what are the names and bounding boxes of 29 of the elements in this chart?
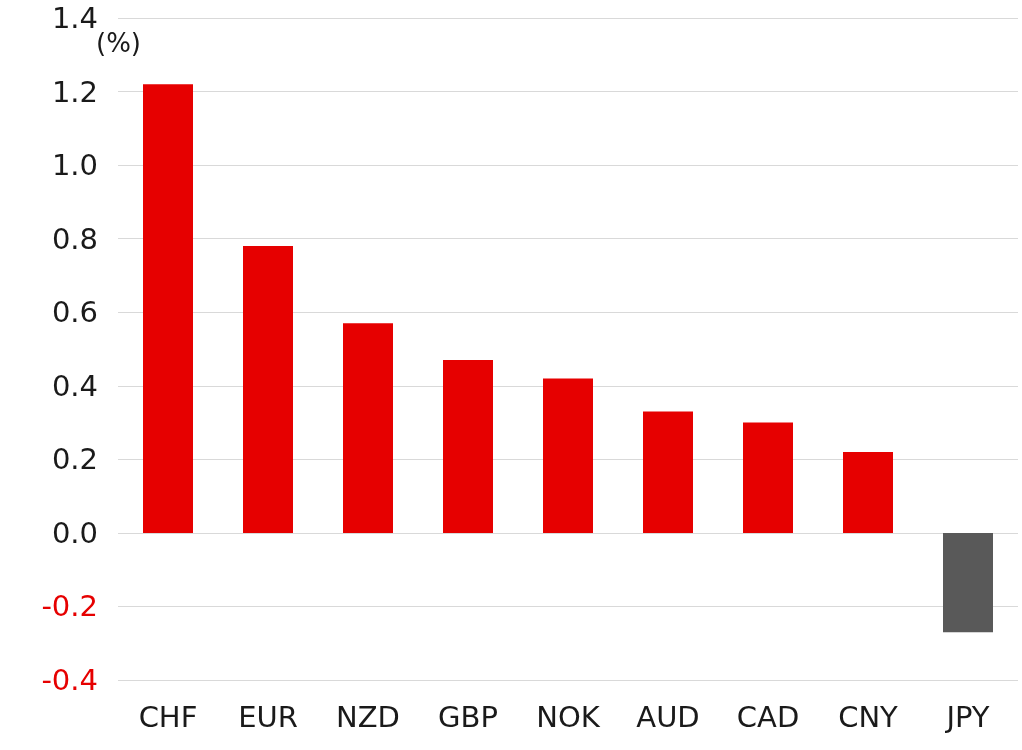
bar xyxy=(843,451,893,533)
y-tick-label: 1.0 xyxy=(51,148,98,183)
bar xyxy=(243,246,293,533)
y-tick-label: 0.8 xyxy=(51,221,98,256)
x-tick-label: NOK xyxy=(536,699,601,734)
y-tick-label: 1.4 xyxy=(51,1,98,35)
x-tick-label: GBP xyxy=(438,699,498,734)
bar xyxy=(943,532,993,633)
y-tick-label: -0.2 xyxy=(41,589,98,624)
y-tick-label: 0.4 xyxy=(51,368,98,403)
y-tick-label: -0.4 xyxy=(41,663,98,697)
x-tick-label: AUD xyxy=(636,699,700,734)
bar xyxy=(543,378,593,533)
x-tick-label: CHF xyxy=(138,699,198,734)
x-tick-label: CNY xyxy=(838,699,899,734)
x-tick-label: JPY xyxy=(944,699,990,734)
y-tick-label: 0.6 xyxy=(51,295,98,330)
x-tick-label: NZD xyxy=(336,699,400,734)
y-tick-label: 0.2 xyxy=(51,442,98,477)
bar xyxy=(443,360,493,533)
bar xyxy=(643,411,693,533)
bar xyxy=(343,323,393,533)
bar xyxy=(143,84,193,533)
bar xyxy=(743,422,793,533)
y-tick-label: 1.2 xyxy=(51,74,98,109)
y-tick-label: 0.0 xyxy=(51,515,98,550)
y-axis-title: (%) xyxy=(96,28,141,58)
x-tick-label: EUR xyxy=(238,699,298,734)
x-tick-label: CAD xyxy=(736,699,800,734)
